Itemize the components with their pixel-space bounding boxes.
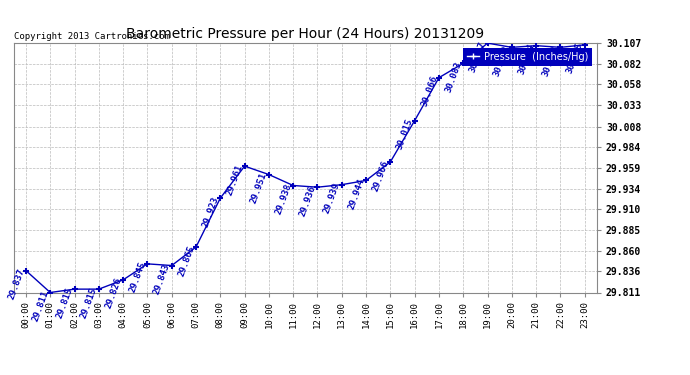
Text: 29.936: 29.936 <box>298 184 317 218</box>
Text: 29.944: 29.944 <box>346 177 366 211</box>
Text: 29.938: 29.938 <box>274 182 293 216</box>
Text: 29.811: 29.811 <box>31 290 50 323</box>
Text: 30.107: 30.107 <box>468 40 488 74</box>
Text: 30.104: 30.104 <box>517 43 536 76</box>
Text: 29.966: 29.966 <box>371 159 391 192</box>
Text: 29.843: 29.843 <box>152 262 172 296</box>
Text: 29.951: 29.951 <box>249 171 269 205</box>
Legend: Pressure  (Inches/Hg): Pressure (Inches/Hg) <box>463 48 592 66</box>
Text: 29.923: 29.923 <box>201 195 220 228</box>
Text: 30.015: 30.015 <box>395 117 415 151</box>
Text: 30.102: 30.102 <box>541 44 560 78</box>
Title: Barometric Pressure per Hour (24 Hours) 20131209: Barometric Pressure per Hour (24 Hours) … <box>126 27 484 40</box>
Text: 30.066: 30.066 <box>420 75 439 108</box>
Text: Copyright 2013 Cartronics.com: Copyright 2013 Cartronics.com <box>14 32 170 40</box>
Text: 30.102: 30.102 <box>493 44 512 78</box>
Text: 29.837: 29.837 <box>6 267 26 301</box>
Text: 29.815: 29.815 <box>79 286 99 320</box>
Text: 29.845: 29.845 <box>128 261 148 294</box>
Text: 29.939: 29.939 <box>322 182 342 215</box>
Text: 30.083: 30.083 <box>444 60 463 94</box>
Text: 30.105: 30.105 <box>565 42 584 75</box>
Text: 29.865: 29.865 <box>177 244 196 277</box>
Text: 29.961: 29.961 <box>225 163 244 196</box>
Text: 29.815: 29.815 <box>55 286 75 320</box>
Text: 29.826: 29.826 <box>104 277 123 310</box>
